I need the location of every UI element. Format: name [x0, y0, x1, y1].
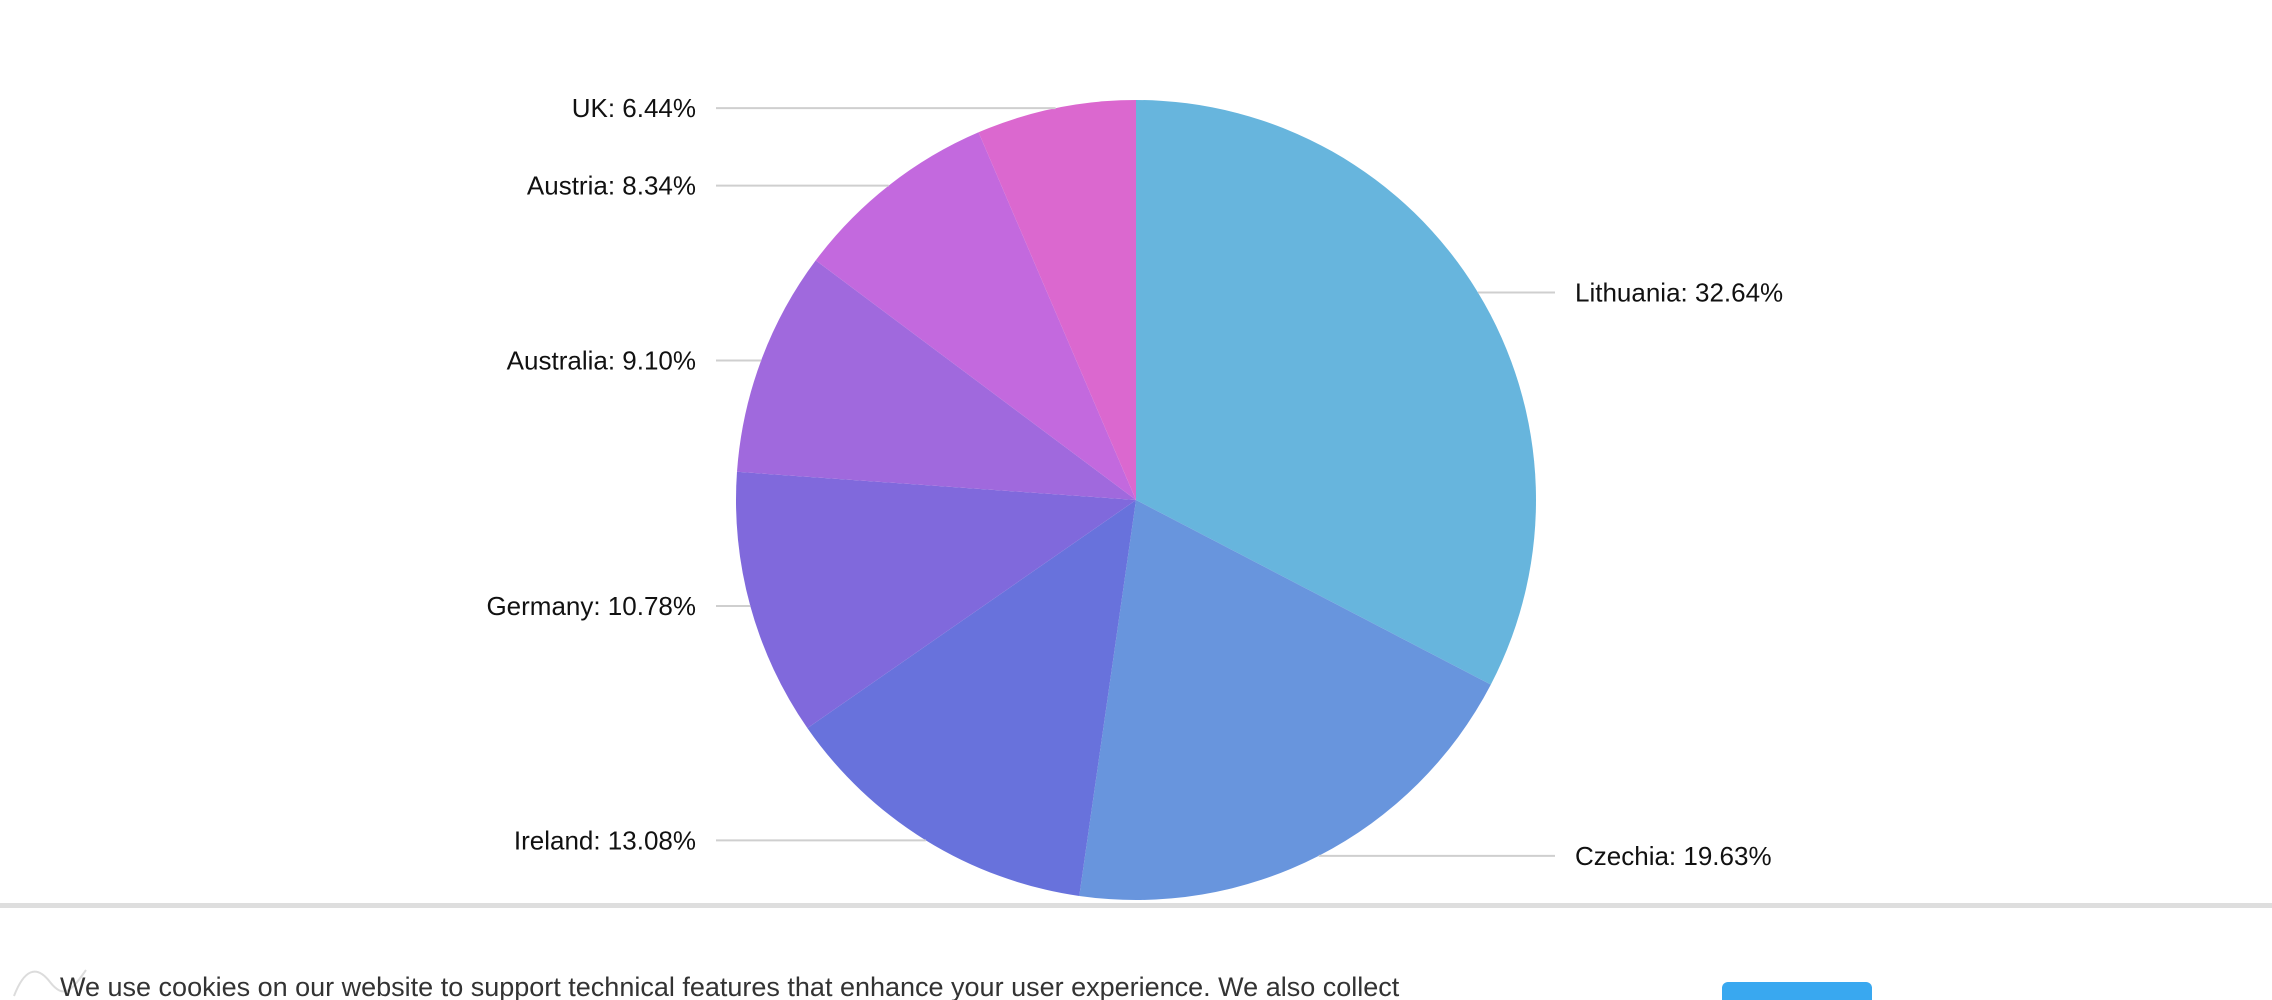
slice-label-germany: Germany: 10.78%	[486, 591, 696, 621]
pie-slice-germany	[735, 471, 1136, 729]
pie-slice-uk	[978, 100, 1136, 500]
cookie-banner: We use cookies on our website to support…	[0, 903, 2272, 1000]
cookie-consent-text: We use cookies on our website to support…	[60, 972, 1400, 1000]
slice-label-australia: Australia: 9.10%	[507, 345, 696, 375]
cookie-logo-icon	[13, 969, 87, 997]
slices-group	[735, 100, 1536, 901]
pie-slice-czechia	[1079, 500, 1491, 901]
pie-slice-australia	[736, 260, 1136, 500]
leader-lines-group	[716, 107, 1555, 857]
pie-slice-ireland	[807, 500, 1136, 896]
slice-label-lithuania: Lithuania: 32.64%	[1575, 277, 1783, 307]
slice-label-ireland: Ireland: 13.08%	[514, 825, 696, 855]
cookie-accept-button[interactable]	[1722, 982, 1872, 1000]
slice-label-austria: Austria: 8.34%	[527, 171, 696, 201]
slice-label-uk: UK: 6.44%	[572, 93, 696, 123]
slice-label-czechia: Czechia: 19.63%	[1575, 841, 1772, 871]
pie-slice-austria	[815, 132, 1136, 501]
pie-slice-lithuania	[1136, 100, 1536, 685]
pie-chart: Lithuania: 32.64% Czechia: 19.63% Ireland:…	[486, 93, 1783, 901]
labels-group: Lithuania: 32.64% Czechia: 19.63% Ireland:…	[486, 93, 1783, 871]
pie-chart-svg: Lithuania: 32.64% Czechia: 19.63% Ireland:…	[486, 93, 1783, 901]
